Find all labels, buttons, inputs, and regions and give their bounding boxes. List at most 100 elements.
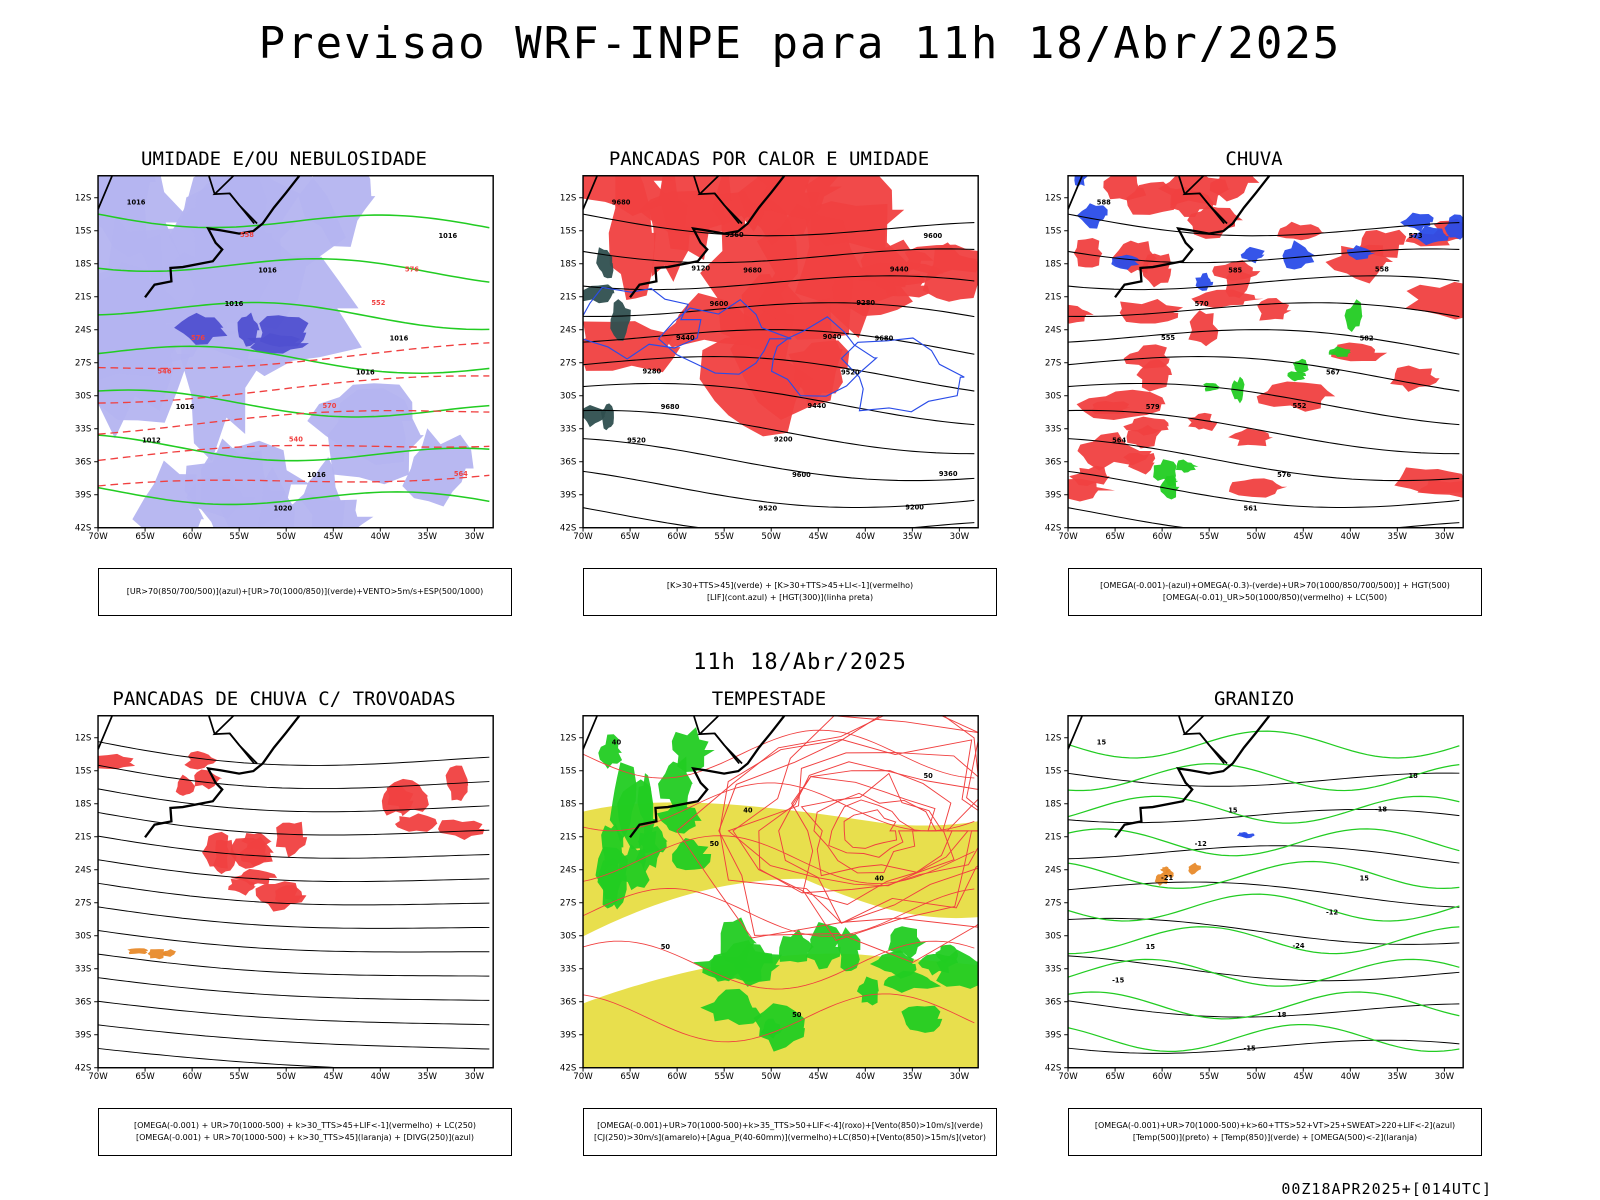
run-code: 00Z18APR2025+[014UTC] [1281, 1180, 1492, 1198]
border-line [1199, 192, 1228, 225]
field-area [656, 803, 702, 834]
field-area [1256, 381, 1336, 412]
contour-label: 540 [289, 435, 303, 443]
border-line [211, 75, 371, 129]
map-frame [1067, 175, 1464, 529]
lat-tick-label: 12S [560, 734, 576, 744]
border-line [696, 75, 856, 129]
lat-tick-label: 30S [75, 392, 91, 402]
contour-label: 558 [240, 231, 254, 239]
panel-title: GRANIZO [1213, 688, 1295, 710]
contour-label: 9600 [792, 471, 811, 479]
border-line [762, 67, 837, 109]
contour-label: 1016 [390, 335, 409, 343]
lat-tick-label: 27S [560, 359, 576, 369]
contour-label: 552 [371, 299, 385, 307]
legend-line: [K>30+TTS>45](verde) + [K>30+TTS>45+LI<-… [666, 581, 914, 590]
lon-tick-label: 70W [573, 1072, 593, 1082]
contour-line [778, 776, 955, 887]
contour-label: 15 [1097, 739, 1107, 747]
lat-tick-label: 42S [560, 524, 576, 534]
contour-line [1068, 356, 1460, 392]
contour-label: 1016 [176, 403, 195, 411]
contour-label: -24 [1292, 942, 1304, 950]
field-area [230, 868, 278, 886]
field-area [1195, 272, 1214, 291]
lat-tick-label: 24S [1045, 866, 1061, 876]
lon-tick-label: 35W [1388, 1072, 1408, 1082]
lat-tick-label: 27S [1045, 899, 1061, 909]
contour-label: 585 [1228, 267, 1242, 275]
lon-tick-label: 45W [323, 1072, 343, 1082]
lon-tick-label: 40W [371, 1072, 391, 1082]
field-area [174, 312, 228, 345]
field-area [1240, 246, 1265, 264]
contour-label: 546 [158, 367, 172, 375]
legend-box: [OMEGA(-0.001)+UR>70(1000-500)+k>35_TTS>… [583, 1108, 997, 1156]
map-frame [1067, 715, 1464, 1069]
contour-label: 40 [875, 875, 885, 883]
contour-line [583, 835, 975, 885]
field-area [127, 948, 149, 955]
lat-tick-label: 36S [75, 998, 91, 1008]
legend-line: [OMEGA(-0.001)-(azul)+OMEGA(-0.3)-(verde… [1100, 581, 1450, 590]
border-line [692, 175, 701, 195]
panel-title: PANCADAS POR CALOR E UMIDADE [608, 148, 930, 170]
panel-chuva: CHUVA 588 585 582 579 576 573 570 567 564 561 558 5… [1019, 148, 1489, 638]
border-line [583, 175, 599, 210]
field-area [1409, 225, 1449, 246]
contour-line [583, 470, 975, 509]
lat-tick-label: 18S [1045, 800, 1061, 810]
lat-tick-label: 15S [560, 227, 576, 237]
contour-line [98, 486, 490, 506]
field-area [901, 1005, 943, 1033]
field-area [756, 175, 842, 220]
contour-label: 9680 [743, 267, 762, 275]
streamline [98, 1047, 350, 1068]
border-line [207, 175, 216, 195]
contour-line [840, 337, 965, 413]
lat-tick-label: 18S [560, 260, 576, 270]
map-pancadas-calor: 9680 9680 9680 9680 9600 9600 9600 9520 9520 9520… [560, 175, 979, 542]
lat-tick-label: 18S [75, 800, 91, 810]
map-layers: 588 585 582 579 576 573 570 567 564 561 558 555 552 [1068, 175, 1464, 528]
field-area [1163, 869, 1175, 878]
main-title: Previsao WRF-INPE para 11h 18/Abr/2025 [258, 18, 1342, 69]
field-area [935, 944, 958, 964]
contour-line [1068, 1000, 1460, 1018]
lat-tick-label: 27S [560, 899, 576, 909]
legend-line: [OMEGA(-0.001) + UR>70(1000-500) + k>30_… [133, 1121, 477, 1130]
panel-title: CHUVA [1225, 148, 1283, 170]
field-area [1228, 478, 1288, 498]
lon-tick-label: 55W [714, 532, 734, 542]
contour-label: -12 [1195, 840, 1207, 848]
contour-label: 573 [1409, 232, 1423, 240]
lat-tick-label: 39S [560, 1031, 576, 1041]
panel-trovoadas: PANCADAS DE CHUVA C/ TROVOADAS 12S 15S 18S… [49, 688, 519, 1178]
field-area [147, 949, 169, 960]
contour-line [583, 993, 975, 1043]
legend-box: [OMEGA(-0.001)-(azul)+OMEGA(-0.3)-(verde… [1068, 568, 1482, 616]
map-granizo: 15 15 15 15 18 18 -12 -12 -15 -15 -18 -21 -24 12S 15S 1… [1045, 715, 1464, 1082]
streamline [98, 835, 490, 859]
lat-tick-label: 15S [75, 767, 91, 777]
lat-tick-label: 33S [560, 425, 576, 435]
map-layers: 1016 1016 1016 1016 1016 1016 1016 1016 1012 1020… [98, 75, 490, 528]
lon-tick-label: 65W [620, 532, 640, 542]
field-area [1119, 298, 1184, 324]
lat-tick-label: 33S [75, 425, 91, 435]
border-line [692, 715, 701, 735]
lon-tick-label: 50W [761, 1072, 781, 1082]
contour-label: 1016 [258, 267, 277, 275]
field-area [601, 823, 624, 871]
lon-tick-label: 60W [1152, 1072, 1172, 1082]
field-area [259, 315, 309, 347]
lat-tick-label: 27S [1045, 359, 1061, 369]
lon-tick-label: 65W [1105, 532, 1125, 542]
contour-line [583, 286, 702, 360]
contour-line [800, 772, 953, 877]
contour-line [828, 799, 918, 858]
field-area [1228, 428, 1273, 447]
field-area [1188, 310, 1219, 347]
map-umidade: 1016 1016 1016 1016 1016 1016 1016 1016 1012 1020… [75, 175, 494, 542]
